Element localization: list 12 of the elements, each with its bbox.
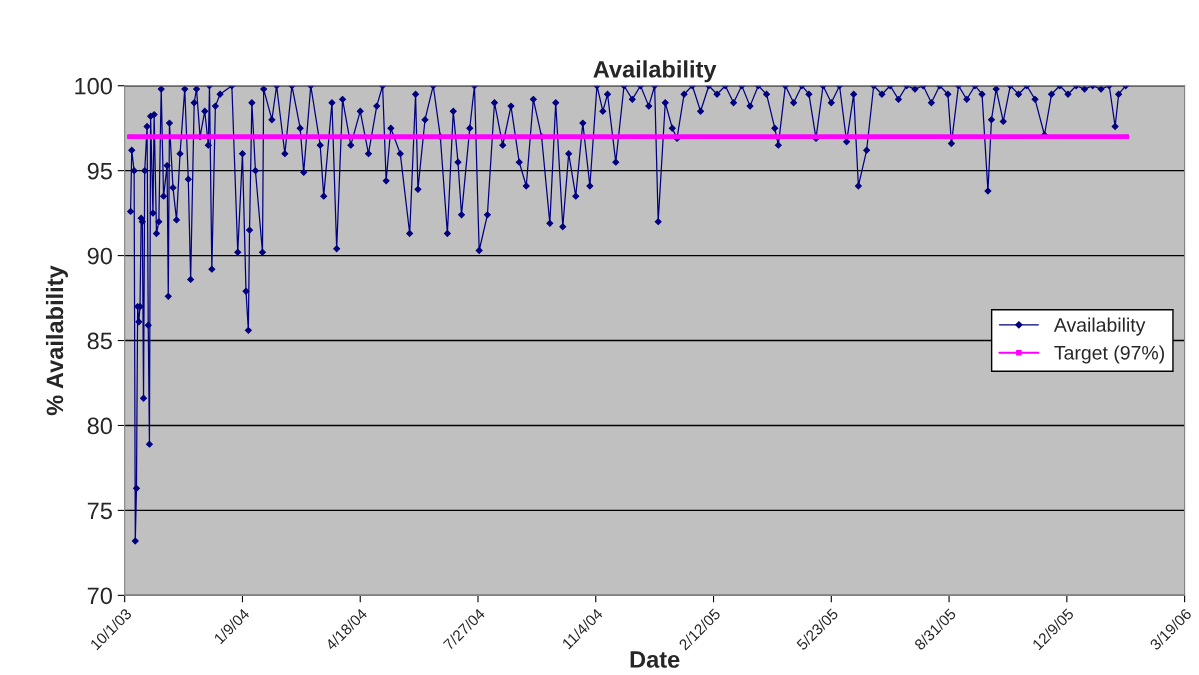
legend-label: Target (97%): [1054, 345, 1164, 364]
y-tick-label: 85: [87, 332, 112, 350]
y-axis-title: % Availability: [45, 265, 68, 416]
y-tick-label: 70: [87, 587, 112, 605]
y-tick-label: 95: [87, 162, 112, 180]
x-axis-title: Date: [630, 651, 680, 668]
chart-title: Availability: [593, 60, 717, 83]
y-tick-label: 75: [87, 502, 112, 520]
y-tick-label: 100: [75, 77, 112, 95]
y-tick-label: 80: [87, 417, 112, 435]
y-tick-label: 90: [87, 247, 112, 265]
legend-label: Availability: [1053, 317, 1146, 336]
